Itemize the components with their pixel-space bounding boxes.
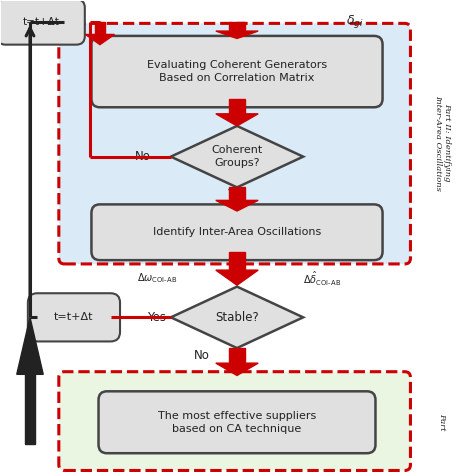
Text: $\Delta\hat{\delta}_{\mathrm{COI\text{-}AB}}$: $\Delta\hat{\delta}_{\mathrm{COI\text{-}… bbox=[303, 270, 341, 288]
Text: Yes: Yes bbox=[228, 188, 246, 201]
Text: t=t+Δt: t=t+Δt bbox=[54, 312, 94, 322]
Bar bbox=[229, 252, 245, 270]
Polygon shape bbox=[216, 114, 258, 126]
FancyBboxPatch shape bbox=[59, 23, 410, 264]
Polygon shape bbox=[216, 201, 258, 211]
Text: Yes: Yes bbox=[147, 311, 166, 324]
FancyBboxPatch shape bbox=[28, 293, 120, 341]
FancyBboxPatch shape bbox=[91, 204, 383, 260]
Polygon shape bbox=[17, 318, 43, 374]
Text: $\delta_{gi}$: $\delta_{gi}$ bbox=[346, 13, 364, 30]
Text: t=t+Δt: t=t+Δt bbox=[22, 17, 59, 27]
Polygon shape bbox=[216, 363, 258, 375]
FancyBboxPatch shape bbox=[59, 372, 410, 471]
Text: No: No bbox=[135, 150, 150, 163]
Bar bbox=[95, 22, 105, 35]
Text: Part: Part bbox=[438, 412, 447, 430]
Text: Stable?: Stable? bbox=[215, 311, 259, 324]
Text: No: No bbox=[193, 349, 210, 362]
FancyBboxPatch shape bbox=[0, 0, 85, 45]
Text: Evaluating Coherent Generators
Based on Correlation Matrix: Evaluating Coherent Generators Based on … bbox=[147, 60, 327, 83]
Bar bbox=[229, 187, 245, 201]
Text: Part II: Identifying
Inter-Area Oscillations: Part II: Identifying Inter-Area Oscillat… bbox=[434, 94, 451, 191]
Bar bbox=[229, 22, 245, 31]
Bar bbox=[229, 99, 245, 114]
Polygon shape bbox=[216, 31, 258, 38]
Polygon shape bbox=[85, 35, 115, 45]
Text: $\Delta\omega_{\mathrm{COI\text{-}AB}}$: $\Delta\omega_{\mathrm{COI\text{-}AB}}$ bbox=[137, 272, 177, 285]
Polygon shape bbox=[216, 270, 258, 285]
Text: Coherent
Groups?: Coherent Groups? bbox=[211, 145, 263, 168]
Polygon shape bbox=[171, 126, 303, 187]
Bar bbox=[25, 374, 35, 444]
Text: The most effective suppliers
based on CA technique: The most effective suppliers based on CA… bbox=[158, 410, 316, 434]
Text: Identify Inter-Area Oscillations: Identify Inter-Area Oscillations bbox=[153, 227, 321, 237]
Polygon shape bbox=[171, 287, 303, 348]
FancyBboxPatch shape bbox=[91, 36, 383, 107]
FancyBboxPatch shape bbox=[99, 392, 375, 453]
Bar bbox=[229, 348, 245, 363]
